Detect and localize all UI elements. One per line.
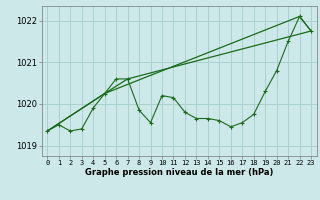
X-axis label: Graphe pression niveau de la mer (hPa): Graphe pression niveau de la mer (hPa): [85, 168, 273, 177]
